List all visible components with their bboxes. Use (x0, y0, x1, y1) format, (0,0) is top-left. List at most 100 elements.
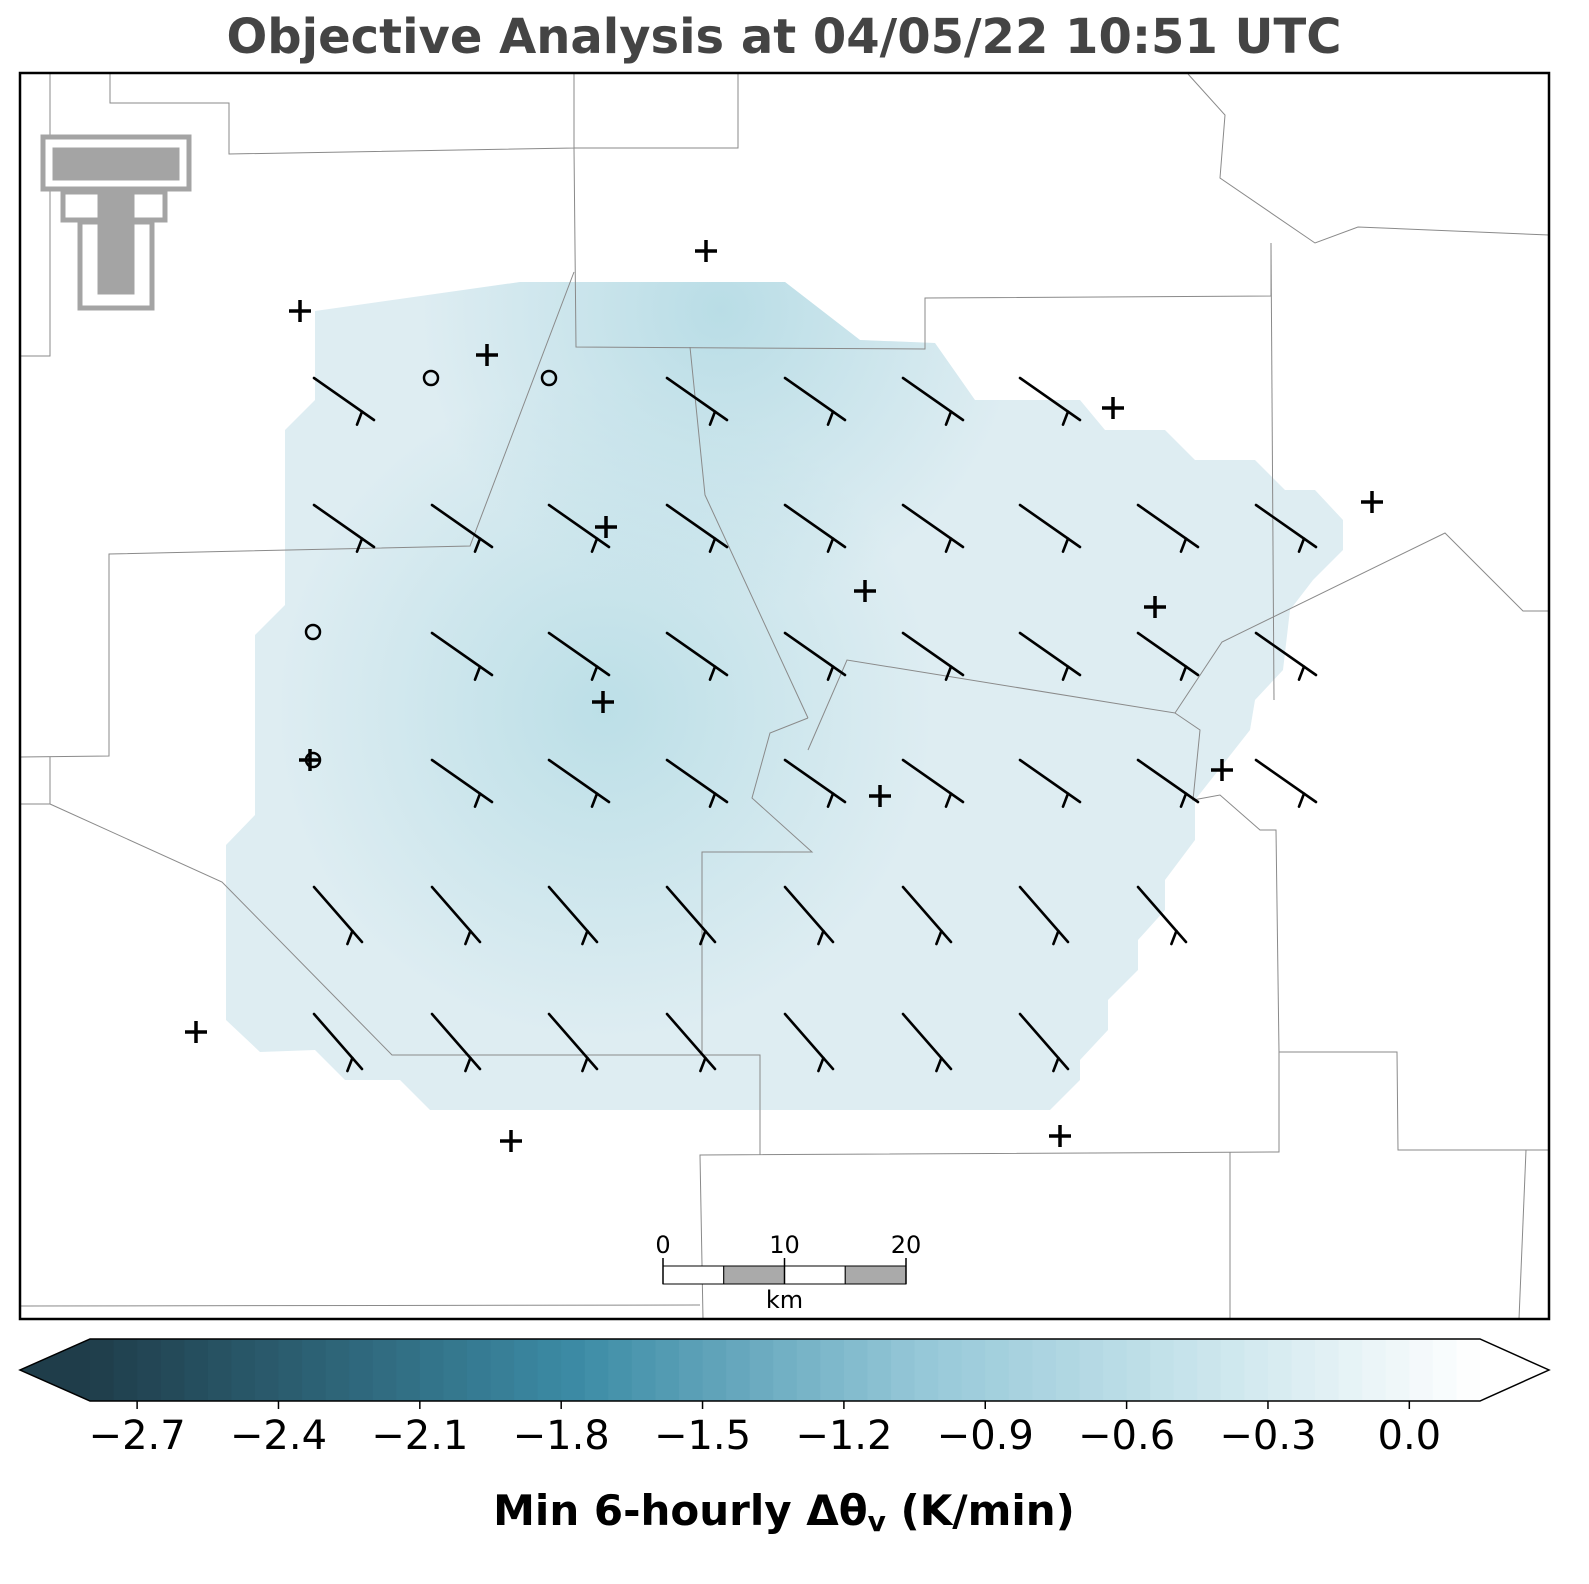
scale-tick-label: 20 (891, 1231, 922, 1259)
colorbar-cell (749, 1339, 774, 1401)
barb-flag (464, 1056, 472, 1073)
barb-flag (590, 665, 599, 681)
colorbar-cell (1291, 1339, 1316, 1401)
scale-segment (844, 1265, 907, 1285)
barb-shaft (312, 1012, 364, 1071)
colorbar-cell (113, 1339, 138, 1401)
scale-segment (784, 1265, 846, 1285)
barb-flag (473, 665, 482, 681)
wind-barb (901, 503, 965, 553)
barb-flag (826, 665, 835, 681)
station-plus (869, 785, 891, 807)
colorbar-cell (1103, 1339, 1128, 1401)
barb-shaft (783, 885, 835, 944)
station-circle (304, 751, 322, 769)
barb-shaft (665, 503, 729, 549)
wind-barb (312, 1012, 364, 1073)
label-subscript: v (868, 1505, 886, 1538)
barb-shaft (901, 631, 965, 677)
barb-flag (944, 537, 953, 553)
barb-flag (826, 410, 835, 426)
colorbar-cell (608, 1339, 633, 1401)
colorbar-cell (961, 1339, 986, 1401)
barb-shaft (1018, 758, 1082, 804)
barb-flag (708, 537, 717, 553)
barb-flag (1061, 665, 1070, 681)
colorbar-tick-label: −0.6 (1078, 1413, 1175, 1459)
station-plus (289, 300, 311, 322)
station-plus (854, 580, 876, 602)
barb-shaft (547, 631, 611, 677)
colorbar-cell (1126, 1339, 1151, 1401)
wind-barb (1136, 758, 1200, 808)
barb-shaft (665, 376, 729, 422)
boundaries (19, 73, 1550, 1320)
barb-flag (944, 792, 953, 808)
colorbar-cell (1456, 1339, 1481, 1401)
stations (185, 240, 1383, 1152)
station-plus (695, 240, 717, 262)
wind-barb (312, 503, 376, 553)
wind-barb (547, 885, 599, 946)
barb-shaft (783, 758, 847, 804)
barb-shaft (430, 1012, 482, 1071)
barb-flag (817, 929, 825, 946)
barb-shaft (1018, 503, 1082, 549)
barb-shaft (312, 376, 376, 422)
barb-shaft (430, 503, 494, 549)
colorbar-cell (1032, 1339, 1057, 1401)
colorbar-cell (160, 1339, 185, 1401)
colorbar-tick-label: −2.7 (89, 1413, 186, 1459)
barb-shaft (1254, 503, 1318, 549)
colorbar-cell (90, 1339, 115, 1401)
barb-flag (1052, 1056, 1060, 1073)
barb-flag (817, 1056, 825, 1073)
colorbar-cell (1409, 1339, 1434, 1401)
colorbar-cell (867, 1339, 892, 1401)
wind-barb (1254, 503, 1318, 553)
barb-shaft (547, 758, 611, 804)
barb-shaft (312, 885, 364, 944)
barb-flag (1179, 792, 1188, 808)
wind-barb (430, 885, 482, 946)
wind-barb (901, 885, 953, 946)
colorbar-cell (1315, 1339, 1340, 1401)
wind-barb (783, 758, 847, 808)
colorbar-cell (419, 1339, 444, 1401)
title: Objective Analysis at 04/05/22 10:51 UTC (227, 9, 1342, 65)
wind-barb (783, 885, 835, 946)
barb-shaft (1136, 758, 1200, 804)
colorbar-cell (1197, 1339, 1222, 1401)
barb-flag (1061, 410, 1070, 426)
scale-unit: km (766, 1286, 803, 1314)
barb-flag (708, 410, 717, 426)
colorbar-outline (18, 1338, 1551, 1402)
barb-shaft (1254, 758, 1318, 804)
colorbar-cell (443, 1339, 468, 1401)
barb-flag (581, 929, 589, 946)
colorbar-cell (1150, 1339, 1175, 1401)
barb-shaft (1136, 503, 1200, 549)
label-unit: (K/min) (901, 1486, 1075, 1535)
colorbar-cell (702, 1339, 727, 1401)
colorbar-cell (1244, 1339, 1269, 1401)
colorbar-cell (349, 1339, 374, 1401)
wind-barb (665, 1012, 717, 1073)
colorbar-tick-label: −1.5 (654, 1413, 751, 1459)
barb-shaft (901, 1012, 953, 1071)
barb-flag (473, 537, 482, 553)
wind-barb (665, 631, 729, 681)
wind-barb (430, 631, 494, 681)
barb-shaft (1254, 631, 1318, 677)
station-plus (592, 691, 614, 713)
barb-shaft (783, 503, 847, 549)
station-circle (304, 623, 322, 641)
barb-flag (346, 929, 354, 946)
barb-shaft (783, 631, 847, 677)
colorbar-cell (773, 1339, 798, 1401)
colorbar-cell (325, 1339, 350, 1401)
colorbar-tick-label: −1.2 (795, 1413, 892, 1459)
wind-barb (547, 631, 611, 681)
wind-barb (665, 885, 717, 946)
barb-flag (699, 1056, 707, 1073)
